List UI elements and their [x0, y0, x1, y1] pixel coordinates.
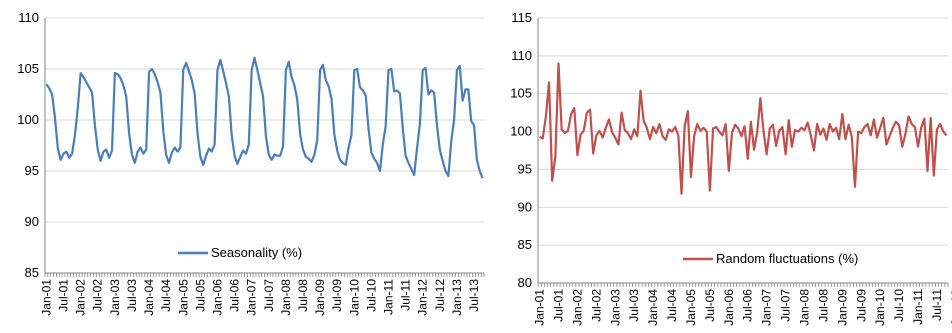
y-tick-label: 95	[25, 163, 39, 178]
x-tick-label: Jul-09	[330, 279, 344, 312]
legend: Seasonality (%)	[178, 245, 302, 260]
y-tick-label: 90	[518, 199, 532, 214]
x-tick-label: Jul-11	[399, 279, 413, 311]
legend-label: Seasonality (%)	[211, 245, 302, 260]
x-tick-label: Jan-05	[684, 289, 698, 326]
y-tick-label: 90	[25, 214, 39, 229]
x-tick-label: Jan-12	[949, 289, 952, 326]
x-tick-label: Jul-05	[193, 279, 207, 312]
y-tick-label: 100	[17, 112, 39, 127]
x-tick-label: Jul-04	[159, 279, 173, 312]
legend-label: Random fluctuations (%)	[716, 251, 858, 266]
x-tick-label: Jul-13	[467, 279, 481, 312]
x-tick-label: Jan-03	[108, 279, 122, 316]
x-tick-label: Jul-08	[296, 279, 310, 312]
y-tick-label: 110	[511, 48, 532, 63]
x-tick-label: Jan-08	[798, 289, 812, 326]
x-tick-label: Jul-03	[627, 289, 641, 322]
x-tick-label: Jul-06	[741, 289, 755, 322]
x-tick-label: Jan-09	[313, 279, 327, 316]
x-tick-label: Jan-04	[142, 279, 156, 316]
x-tick-label: Jan-04	[646, 289, 660, 326]
y-tick-label: 85	[25, 265, 39, 280]
x-tick-label: Jul-10	[892, 289, 906, 322]
x-tick-label: Jan-01	[39, 279, 53, 316]
x-tick-label: Jul-03	[125, 279, 139, 312]
x-tick-label: Jan-10	[873, 289, 887, 326]
x-tick-label: Jan-09	[835, 289, 849, 326]
y-tick-label: 95	[518, 161, 532, 176]
x-tick-label: Jan-02	[570, 289, 584, 326]
x-tick-label: Jul-04	[665, 289, 679, 322]
x-tick-label: Jul-10	[364, 279, 378, 312]
legend: Random fluctuations (%)	[683, 251, 858, 266]
y-tick-label: 110	[18, 10, 39, 25]
x-tick-label: Jul-09	[854, 289, 868, 322]
x-tick-label: Jul-01	[552, 289, 566, 322]
x-tick-label: Jan-10	[347, 279, 361, 316]
y-tick-label: 85	[518, 237, 532, 252]
x-tick-label: Jul-08	[816, 289, 830, 322]
x-tick-label: Jul-02	[589, 289, 603, 322]
x-tick-label: Jan-07	[760, 289, 774, 326]
x-tick-label: Jan-13	[450, 279, 464, 316]
y-tick-label: 105	[510, 86, 532, 101]
x-tick-label: Jan-02	[74, 279, 88, 316]
x-tick-label: Jan-11	[911, 289, 925, 325]
x-tick-label: Jan-05	[176, 279, 190, 316]
x-tick-label: Jul-07	[262, 279, 276, 312]
x-tick-label: Jan-06	[722, 289, 736, 326]
x-tick-label: Jan-06	[210, 279, 224, 316]
x-tick-label: Jan-12	[416, 279, 430, 316]
x-tick-label: Jan-11	[382, 279, 396, 315]
series-line	[45, 56, 484, 179]
x-tick-label: Jan-07	[245, 279, 259, 316]
x-tick-label: Jan-03	[608, 289, 622, 326]
series-line	[539, 62, 948, 195]
x-tick-label: Jul-02	[91, 279, 105, 312]
x-tick-label: Jul-05	[703, 289, 717, 322]
y-tick-label: 105	[17, 61, 39, 76]
random-fluctuations-chart: 80 85 90 95 100 105 110 115 Jan-01 Jul-01 Jan-02 Ju…	[510, 10, 952, 326]
x-tick-label: Jan-01	[533, 289, 547, 326]
x-tick-label: Jan-08	[279, 279, 293, 316]
x-tick-label: Jul-06	[228, 279, 242, 312]
y-tick-label: 115	[511, 10, 532, 25]
y-tick-label: 100	[510, 124, 532, 139]
x-tick-label: Jul-12	[433, 279, 447, 312]
x-tick-label: Jul-07	[779, 289, 793, 322]
x-tick-label: Jul-11	[930, 289, 944, 321]
x-tick-label: Jul-01	[57, 279, 71, 312]
y-tick-label: 80	[518, 275, 532, 290]
